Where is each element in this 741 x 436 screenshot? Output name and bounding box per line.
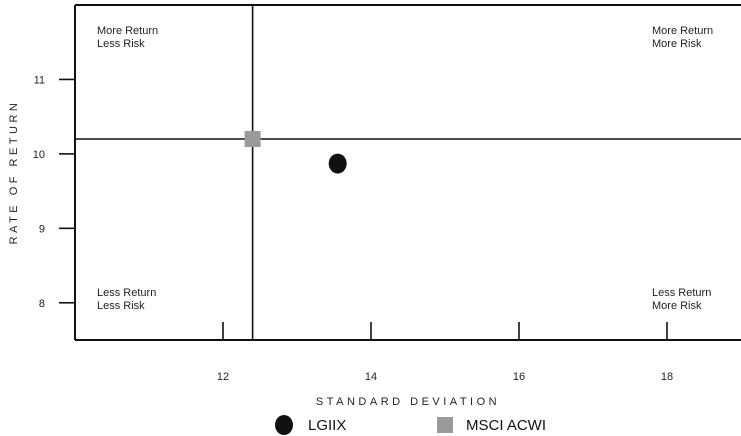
- point-msci-acwi: [244, 131, 261, 147]
- y-axis-title: RATE OF RETURN: [8, 100, 20, 245]
- reference-crosshair: [75, 5, 741, 340]
- axis-ticks: 12 14 16 18 8 9 10 11: [33, 74, 673, 383]
- x-tick-label-14: 14: [365, 371, 377, 383]
- quadrant-label-top-right: More Return: [652, 25, 713, 37]
- y-tick-label-10: 10: [33, 149, 45, 161]
- legend-marker-msci-acwi: [437, 417, 453, 433]
- quadrant-label-top-left: Less Risk: [97, 38, 145, 50]
- quadrant-label-bottom-right: More Risk: [652, 300, 702, 312]
- x-tick-label-18: 18: [661, 371, 673, 383]
- y-tick-label-9: 9: [39, 223, 45, 235]
- quadrant-label-top-right: More Risk: [652, 38, 702, 50]
- quadrant-label-top-left: More Return: [97, 25, 158, 37]
- quadrant-label-bottom-left: Less Return: [97, 287, 156, 299]
- quadrant-label-bottom-left: Less Risk: [97, 300, 145, 312]
- x-tick-label-12: 12: [217, 371, 229, 383]
- point-lgiix: [328, 153, 347, 174]
- quadrant-label-bottom-right: Less Return: [652, 287, 711, 299]
- y-tick-label-8: 8: [39, 298, 45, 310]
- y-tick-label-11: 11: [34, 74, 45, 86]
- legend: LGIIX MSCI ACWI: [275, 415, 546, 435]
- legend-marker-lgiix: [275, 415, 293, 435]
- data-points: [244, 131, 347, 174]
- legend-label-msci-acwi: MSCI ACWI: [466, 417, 546, 434]
- legend-label-lgiix: LGIIX: [308, 417, 346, 434]
- x-axis-title: STANDARD DEVIATION: [316, 396, 500, 408]
- plot-frame: [74, 4, 741, 341]
- x-tick-label-16: 16: [513, 371, 525, 383]
